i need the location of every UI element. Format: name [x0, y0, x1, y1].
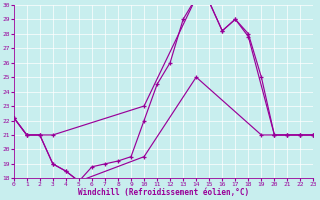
- X-axis label: Windchill (Refroidissement éolien,°C): Windchill (Refroidissement éolien,°C): [78, 188, 249, 197]
